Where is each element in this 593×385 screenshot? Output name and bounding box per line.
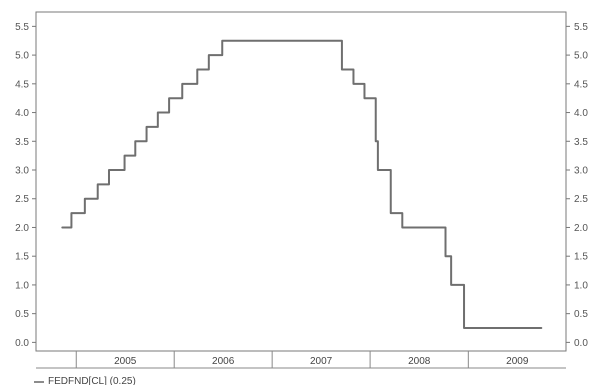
x-tick-label: 2007 [310, 356, 333, 367]
left-y-tick-label: 2.0 [15, 223, 29, 234]
chart-frame [35, 11, 567, 352]
left-y-tick-label: 5.0 [15, 51, 29, 62]
x-tick-label: 2008 [408, 356, 431, 367]
left-y-tick-label: 2.5 [15, 194, 29, 205]
left-y-tick-label: 0.0 [15, 338, 29, 349]
series-layer [61, 39, 543, 330]
right-y-tick-label: 0.0 [574, 338, 588, 349]
left-y-tick-label: 1.0 [15, 280, 29, 291]
left-y-tick-label: 0.5 [15, 309, 29, 320]
left-y-tick-label: 4.5 [15, 79, 29, 90]
right-y-tick-label: 5.5 [574, 22, 588, 33]
right-y-tick-label: 1.0 [574, 280, 588, 291]
left-y-tick-label: 3.0 [15, 166, 29, 177]
legend-label: FEDFND[CL] (0.25) [48, 376, 136, 385]
right-y-tick-label: 1.5 [574, 252, 588, 263]
left-y-tick-label: 5.5 [15, 22, 29, 33]
x-tick-label: 2009 [506, 356, 529, 367]
right-y-tick-label: 2.5 [574, 194, 588, 205]
plot-border [35, 11, 567, 352]
legend: FEDFND[CL] (0.25) [34, 376, 136, 385]
x-tick-label: 2005 [114, 356, 137, 367]
x-axis: 2005 2006 2007 2008 2009 [36, 351, 566, 369]
series-line [61, 39, 543, 330]
x-tick-label: 2006 [212, 356, 235, 367]
left-y-tick-label: 3.5 [15, 137, 29, 148]
right-y-tick-label: 2.0 [574, 223, 588, 234]
right-y-tick-label: 3.0 [574, 166, 588, 177]
right-y-tick-label: 4.0 [574, 108, 588, 119]
right-y-axis: 0.0 0.5 1.0 1.5 2.0 2.5 3.0 3.5 4.0 4.5 5.0 5.5 [566, 22, 588, 349]
right-y-tick-label: 3.5 [574, 137, 588, 148]
right-y-tick-label: 4.5 [574, 79, 588, 90]
right-y-tick-label: 5.0 [574, 51, 588, 62]
left-y-tick-label: 1.5 [15, 252, 29, 263]
left-y-tick-label: 4.0 [15, 108, 29, 119]
left-y-axis: 0.0 0.5 1.0 1.5 2.0 2.5 3.0 3.5 4.0 4.5 5.0 5.5 [15, 22, 36, 349]
right-y-tick-label: 0.5 [574, 309, 588, 320]
